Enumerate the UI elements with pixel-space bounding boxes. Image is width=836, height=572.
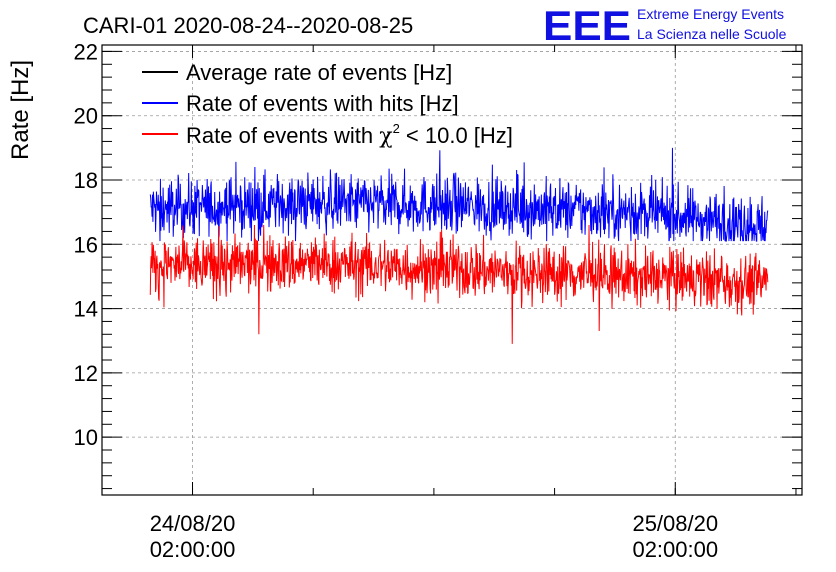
logo-line-2: La Scienza nelle Scuole	[637, 26, 787, 42]
legend-label-chi2: Rate of events with χ2 < 10.0 [Hz]	[186, 121, 513, 149]
y-tick-label: 16	[74, 232, 98, 257]
x-tick-label-date: 24/08/20	[150, 511, 236, 536]
series-line-1	[149, 147, 769, 242]
legend: Average rate of events [Hz] Rate of even…	[142, 60, 513, 149]
y-tick-label: 18	[74, 168, 98, 193]
plot-frame	[101, 44, 803, 496]
legend-label-average: Average rate of events [Hz]	[186, 60, 452, 85]
y-tick-label: 14	[74, 297, 98, 322]
series-layer	[149, 147, 769, 344]
y-tick-label: 12	[74, 361, 98, 386]
logo-line-1: Extreme Energy Events	[637, 6, 784, 22]
x-tick-label-date: 25/08/20	[632, 511, 718, 536]
legend-label-hits: Rate of events with hits [Hz]	[186, 91, 459, 116]
chart-title: CARI-01 2020-08-24--2020-08-25	[83, 13, 413, 38]
y-axis-label: Rate [Hz]	[7, 60, 34, 160]
axis-ticks	[102, 45, 802, 495]
eee-logo: EEE Extreme Energy Events La Scienza nel…	[543, 2, 787, 49]
y-tick-label: 10	[74, 425, 98, 450]
y-tick-label: 22	[74, 39, 98, 64]
x-tick-label-time: 02:00:00	[632, 537, 718, 562]
y-tick-label: 20	[74, 104, 98, 129]
x-tick-label-time: 02:00:00	[150, 537, 236, 562]
eee-logo-mark: EEE	[543, 2, 631, 49]
y-tick-labels: 10 12 14 16 18 20 22	[74, 39, 98, 450]
series-line-2	[149, 224, 769, 344]
